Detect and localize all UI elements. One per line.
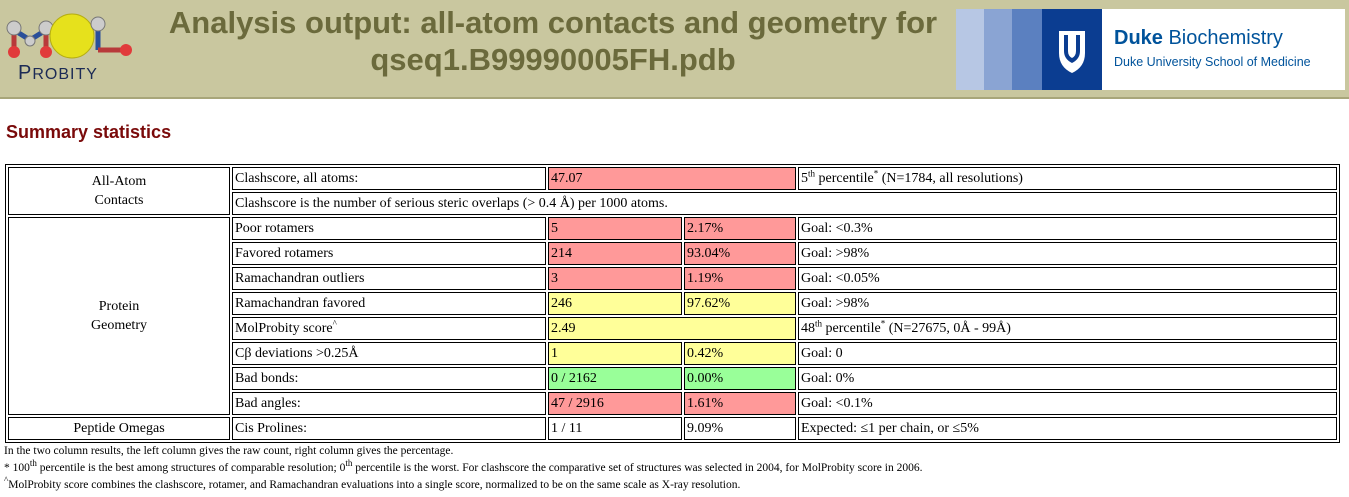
table-row: Clashscore is the number of serious ster… bbox=[8, 192, 1337, 215]
favored-rotamers-label: Favored rotamers bbox=[232, 242, 546, 265]
clashscore-value: 47.07 bbox=[548, 167, 796, 190]
category-all-atom-contacts: All-Atom Contacts bbox=[8, 167, 230, 215]
bad-angles-goal: Goal: <0.1% bbox=[798, 392, 1337, 415]
table-row: Peptide Omegas Cis Prolines: 1 / 11 9.09… bbox=[8, 417, 1337, 440]
footnote-columns: In the two column results, the left colu… bbox=[4, 445, 454, 457]
title-line-1: Analysis output: all-atom contacts and g… bbox=[168, 5, 938, 40]
duke-biochemistry-name: Duke Biochemistry bbox=[1114, 27, 1283, 49]
rama-outliers-label: Ramachandran outliers bbox=[232, 267, 546, 290]
poor-rotamers-percent: 2.17% bbox=[684, 217, 796, 240]
cis-prolines-percent: 9.09% bbox=[684, 417, 796, 440]
favored-rotamers-count: 214 bbox=[548, 242, 682, 265]
molprobity-logo[interactable]: PROBITY bbox=[0, 0, 140, 90]
duke-school-name: Duke University School of Medicine bbox=[1114, 55, 1311, 69]
section-title: Summary statistics bbox=[6, 122, 172, 142]
clashscore-note: Clashscore is the number of serious ster… bbox=[232, 192, 1337, 215]
rama-favored-label: Ramachandran favored bbox=[232, 292, 546, 315]
bad-bonds-percent: 0.00% bbox=[684, 367, 796, 390]
duke-biochemistry-banner[interactable]: Duke Biochemistry Duke University School… bbox=[956, 9, 1345, 90]
clashscore-label: Clashscore, all atoms: bbox=[232, 167, 546, 190]
table-row: Bad angles: 47 / 2916 1.61% Goal: <0.1% bbox=[8, 392, 1337, 415]
bad-angles-label: Bad angles: bbox=[232, 392, 546, 415]
bad-angles-percent: 1.61% bbox=[684, 392, 796, 415]
category-peptide-omegas: Peptide Omegas bbox=[8, 417, 230, 440]
title-line-2: qseq1.B99990005FH.pdb bbox=[370, 42, 736, 77]
page-header: PROBITY Analysis output: all-atom contac… bbox=[0, 0, 1349, 99]
cis-prolines-label: Cis Prolines: bbox=[232, 417, 546, 440]
poor-rotamers-goal: Goal: <0.3% bbox=[798, 217, 1337, 240]
cbeta-deviations-count: 1 bbox=[548, 342, 682, 365]
molprobity-score-percentile: 48th percentile* (N=27675, 0Å - 99Å) bbox=[798, 317, 1337, 340]
rama-favored-count: 246 bbox=[548, 292, 682, 315]
rama-outliers-goal: Goal: <0.05% bbox=[798, 267, 1337, 290]
table-row: Protein Geometry Poor rotamers 5 2.17% Go… bbox=[8, 217, 1337, 415]
bad-bonds-goal: Goal: 0% bbox=[798, 367, 1337, 390]
molprobity-score-value: 2.49 bbox=[548, 317, 796, 340]
cbeta-deviations-label: Cβ deviations >0.25Å bbox=[232, 342, 546, 365]
bad-angles-count: 47 / 2916 bbox=[548, 392, 682, 415]
table-row: All-Atom Contacts Clashscore, all atoms: … bbox=[8, 167, 1337, 215]
duke-shield-icon bbox=[956, 9, 1102, 90]
rama-outliers-count: 3 bbox=[548, 267, 682, 290]
summary-statistics-table: All-Atom Contacts Clashscore, all atoms: … bbox=[5, 164, 1340, 443]
table-row: MolProbity score^ 2.49 48th percentile* … bbox=[8, 317, 1337, 340]
footnote-percentile: * 100th percentile is the best among str… bbox=[4, 458, 923, 474]
table-row: Cβ deviations >0.25Å 1 0.42% Goal: 0 bbox=[8, 342, 1337, 365]
logo-wordmark: PROBITY bbox=[18, 62, 98, 84]
poor-rotamers-count: 5 bbox=[548, 217, 682, 240]
cbeta-deviations-goal: Goal: 0 bbox=[798, 342, 1337, 365]
footnotes: In the two column results, the left colu… bbox=[4, 443, 1344, 494]
footnote-molprobity-score: ^MolProbity score combines the clashscor… bbox=[4, 475, 741, 491]
favored-rotamers-percent: 93.04% bbox=[684, 242, 796, 265]
table-row: Bad bonds: 0 / 2162 0.00% Goal: 0% bbox=[8, 367, 1337, 390]
poor-rotamers-label: Poor rotamers bbox=[232, 217, 546, 240]
rama-outliers-percent: 1.19% bbox=[684, 267, 796, 290]
bad-bonds-count: 0 / 2162 bbox=[548, 367, 682, 390]
favored-rotamers-goal: Goal: >98% bbox=[798, 242, 1337, 265]
page-title: Analysis output: all-atom contacts and g… bbox=[150, 4, 956, 78]
molprobity-score-label: MolProbity score^ bbox=[232, 317, 546, 340]
molecule-logo-icon bbox=[6, 13, 132, 59]
rama-favored-percent: 97.62% bbox=[684, 292, 796, 315]
table-row: Favored rotamers 214 93.04% Goal: >98% bbox=[8, 242, 1337, 265]
cis-prolines-expected: Expected: ≤1 per chain, or ≤5% bbox=[798, 417, 1337, 440]
cis-prolines-count: 1 / 11 bbox=[548, 417, 682, 440]
category-protein-geometry: Protein Geometry bbox=[8, 217, 230, 415]
clashscore-percentile: 5th percentile* (N=1784, all resolutions… bbox=[798, 167, 1337, 190]
cbeta-deviations-percent: 0.42% bbox=[684, 342, 796, 365]
table-row: Ramachandran favored 246 97.62% Goal: >9… bbox=[8, 292, 1337, 315]
table-row: Ramachandran outliers 3 1.19% Goal: <0.0… bbox=[8, 267, 1337, 290]
bad-bonds-label: Bad bonds: bbox=[232, 367, 546, 390]
rama-favored-goal: Goal: >98% bbox=[798, 292, 1337, 315]
